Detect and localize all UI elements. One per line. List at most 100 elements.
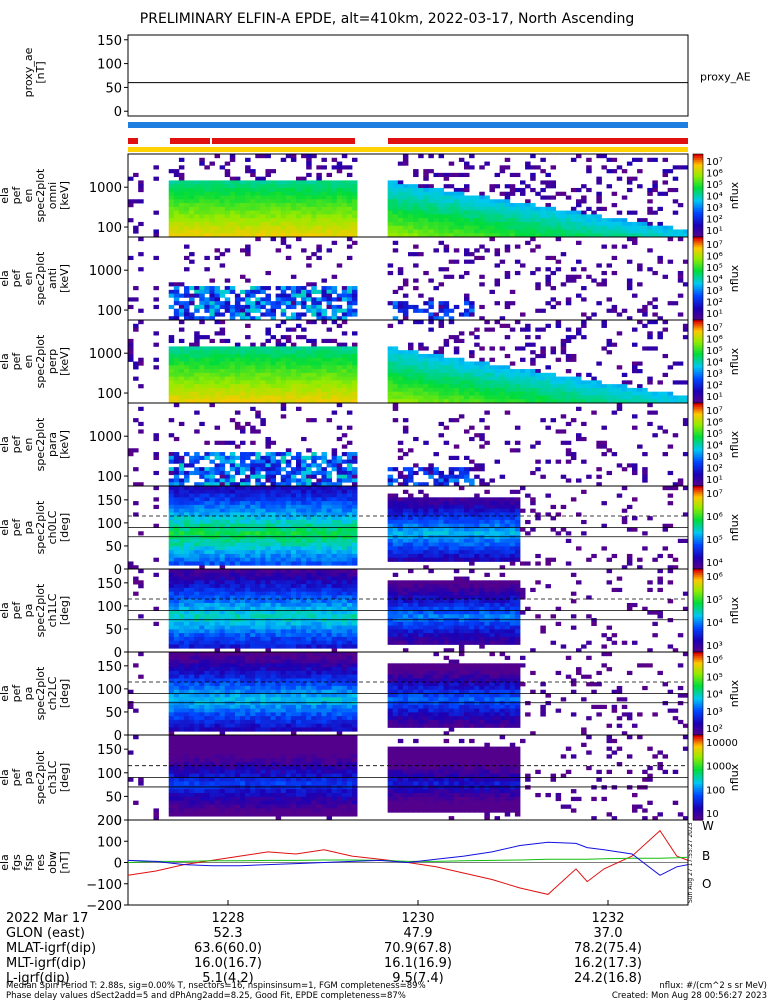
spectrogram-cell (647, 421, 653, 427)
spectrogram-cell (387, 504, 394, 510)
spectrogram-cell (509, 369, 516, 374)
spectrogram-cell (240, 523, 246, 528)
spectrogram-cell (214, 248, 221, 253)
spectrogram-cell (484, 327, 490, 332)
spectrogram-cell (296, 312, 302, 317)
spectrogram-cell (525, 203, 531, 208)
spectrogram-cell (214, 542, 221, 547)
spectrogram-cell (336, 199, 343, 204)
spectrogram-cell (245, 474, 251, 479)
spectrogram-cell (413, 531, 419, 536)
spectrogram-cell (285, 399, 292, 403)
spectrogram-cell (265, 452, 271, 457)
spectrogram-cell (341, 297, 348, 302)
spectrogram-cell (153, 365, 159, 370)
spectrogram-cell (525, 229, 531, 234)
spectrogram-cell (260, 546, 266, 551)
spectrogram-cell (321, 289, 327, 294)
spectrogram-cell (240, 542, 246, 547)
spectrogram-cell (173, 452, 180, 457)
spectrogram-cell (224, 553, 231, 559)
spectrogram-cell (270, 221, 277, 227)
spectrogram-cell (214, 154, 221, 159)
spectrogram-cell (250, 346, 256, 351)
spectrogram-cell (265, 459, 271, 464)
spectrogram-cell (387, 357, 394, 362)
spectrogram-cell (535, 327, 541, 332)
spectrogram-cell (336, 463, 343, 468)
spectrogram-cell (214, 376, 221, 381)
spectrogram-cell (413, 436, 419, 442)
spectrogram-cell (250, 380, 256, 385)
spectrogram-cell (331, 289, 338, 294)
spectrogram-cell (464, 497, 470, 502)
spectrogram-cell (550, 210, 557, 215)
spectrogram-cell (387, 395, 394, 400)
spectrogram-cell (296, 289, 302, 294)
spectrogram-cell (290, 180, 297, 185)
spectrogram-cell (255, 550, 261, 555)
spectrogram-cell (260, 176, 266, 181)
spectrogram-cell (306, 501, 312, 506)
spectrogram-cell (209, 531, 215, 536)
y-axis-label: en (22, 189, 35, 203)
spectrogram-cell (418, 384, 424, 389)
spectrogram-cell (494, 278, 501, 283)
spectrogram-cell (479, 399, 485, 403)
spectrogram-cell (413, 214, 419, 219)
spectrogram-cell (316, 233, 322, 237)
spectrogram-cell (219, 350, 226, 355)
spectrogram-cell (285, 380, 292, 385)
spectrogram-cell (311, 350, 317, 355)
spectrogram-cell (224, 391, 231, 396)
spectrogram-cell (199, 361, 205, 366)
spectrogram-cell (341, 376, 348, 381)
spectrogram-cell (581, 395, 587, 400)
spectrogram-cell (229, 531, 236, 536)
spectrogram-cell (306, 470, 312, 476)
spectrogram-cell (540, 327, 546, 332)
spectrogram-cell (402, 191, 409, 196)
spectrogram-cell (306, 508, 312, 513)
colorbar-segment (693, 400, 703, 404)
spectrogram-cell (402, 316, 409, 320)
spectrogram-cell (458, 519, 465, 525)
spectrogram-cell (250, 308, 256, 313)
spectrogram-cell (657, 425, 663, 430)
spectrogram-cell (219, 504, 226, 510)
spectrogram-cell (280, 157, 287, 162)
spectrogram-cell (504, 214, 511, 219)
spectrogram-cell (306, 203, 312, 208)
spectrogram-cell (677, 229, 684, 234)
spectrogram-cell (224, 380, 231, 385)
spectrogram-cell (565, 229, 572, 234)
spectrogram-cell (550, 395, 557, 400)
spectrogram-cell (184, 384, 190, 389)
spectrogram-cell (428, 233, 434, 237)
spectrogram-cell (265, 293, 271, 298)
spectrogram-cell (214, 455, 221, 460)
spectrogram-cell (392, 180, 399, 185)
spectrogram-cell (352, 455, 358, 460)
spectrogram-cell (326, 512, 333, 517)
spectrogram-cell (173, 308, 180, 313)
spectrogram-cell (260, 301, 266, 306)
spectrogram-cell (453, 380, 460, 385)
spectrogram-cell (326, 550, 333, 555)
spectrogram-cell (397, 320, 404, 325)
spectrogram-cell (301, 387, 307, 393)
spectrogram-cell (331, 157, 338, 162)
spectrogram-cell (499, 395, 506, 400)
spectrogram-cell (321, 233, 327, 237)
spectrogram-cell (530, 399, 536, 403)
spectrogram-cell (560, 395, 567, 400)
spectrogram-cell (250, 527, 256, 532)
spectrogram-cell (453, 233, 460, 237)
spectrogram-cell (285, 387, 292, 393)
spectrogram-cell (173, 316, 180, 320)
spectrogram-cell (576, 187, 582, 193)
spectrogram-cell (184, 225, 190, 230)
spectrogram-cell (469, 218, 475, 223)
spectrogram-cell (280, 414, 287, 419)
spectrogram-cell (397, 357, 404, 362)
